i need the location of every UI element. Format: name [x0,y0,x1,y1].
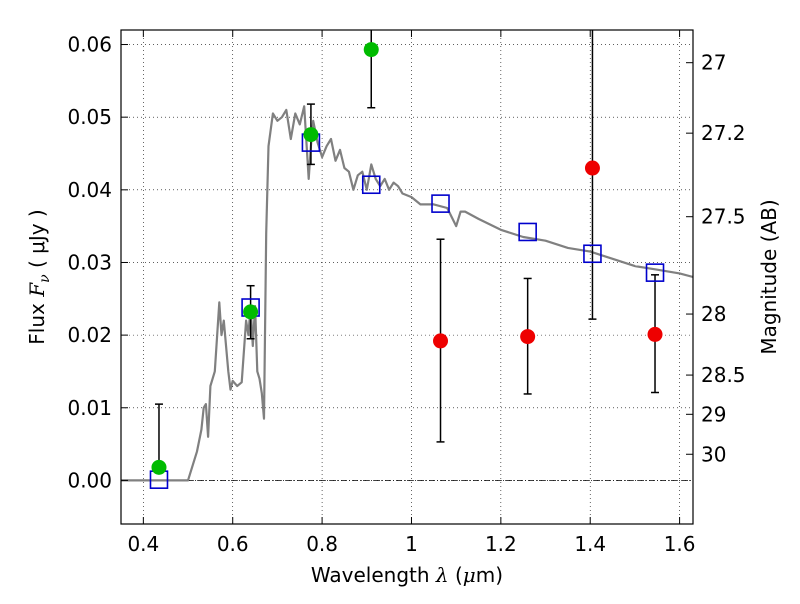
mag-tick-label: 29 [701,402,726,426]
mag-tick-label: 28 [701,302,726,326]
upper-limit-point [647,326,663,342]
model-photometry-point [431,194,450,213]
mag-tick-label: 30 [701,442,726,466]
x-tick-label: 1.2 [485,532,517,556]
y-tick-label: 0.05 [67,105,112,129]
x-tick-label: 0.6 [217,532,249,556]
ticks: 0.4 0.6 0.8 1 1.2 1.4 1.6 0.00 0.01 0.02 0.03 0.04 0… [67,30,746,556]
x-tick-label: 1 [405,532,418,556]
y-tick-label: 0.03 [67,250,112,274]
y-tick-label: 0.06 [67,33,112,57]
model-photometry-point [583,244,602,264]
detection-point [243,304,259,320]
y-tick-label: 0.04 [67,178,112,202]
y-tick-label: 0.01 [67,396,112,420]
x-axis-title: Wavelength λ (μm) [311,563,503,587]
plot-background [121,30,693,524]
x-tick-label: 1.6 [664,532,696,556]
mag-tick-label: 28.5 [701,363,746,387]
mag-tick-label: 27 [701,51,726,75]
y-tick-label: 0.00 [67,468,112,492]
mag-tick-label: 27.5 [701,205,746,229]
y-tick-label: 0.02 [67,323,112,347]
upper-limit-point [433,333,449,349]
detection-point [151,459,167,475]
upper-limit-point [584,160,600,176]
model-photometry-point [361,175,381,195]
x-tick-label: 1.4 [574,532,606,556]
mag-tick-label: 27.2 [701,121,746,145]
detection-point [363,42,379,58]
y-axis-title: Flux Fν ( μJy ) [25,209,53,344]
x-tick-label: 0.8 [306,532,338,556]
model-photometry-point [645,263,665,282]
upper-limit-point [520,329,536,345]
y2-axis-title: Magnitude (AB) [757,199,781,354]
model-photometry-point [518,222,537,242]
plot-frame [120,29,694,525]
detection-point [303,127,319,143]
marker-area [149,42,665,489]
x-tick-label: 0.4 [127,532,159,556]
